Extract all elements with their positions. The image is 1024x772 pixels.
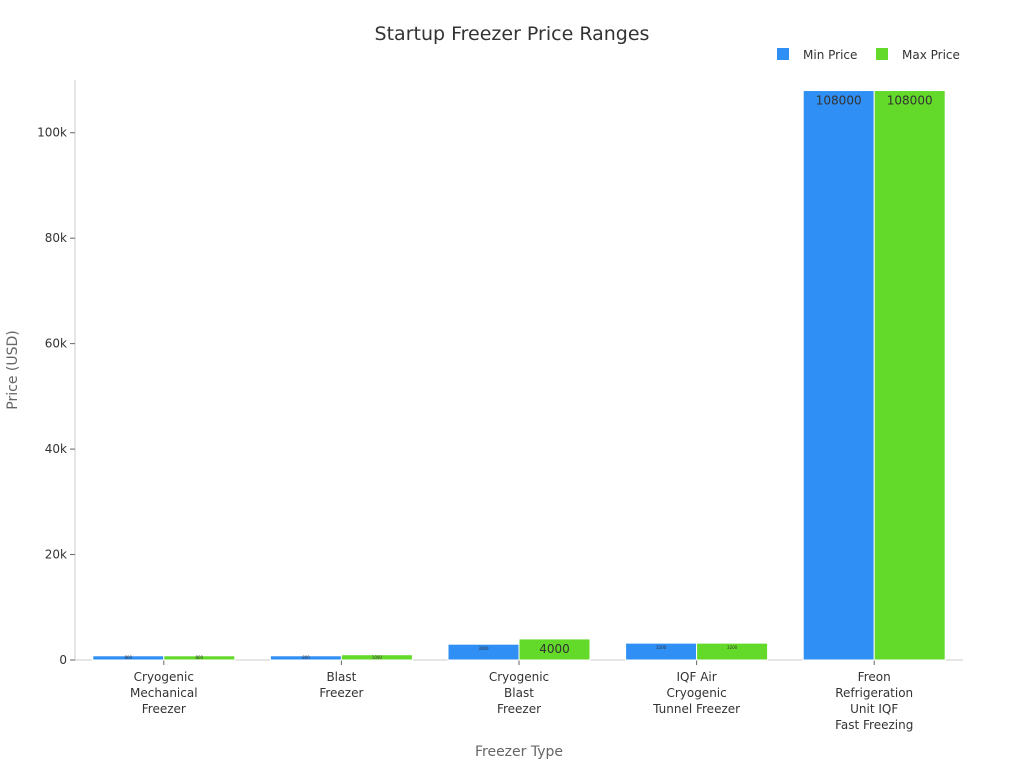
y-tick-label: 40k xyxy=(45,442,67,456)
bar xyxy=(696,642,769,661)
data-label: 1000 xyxy=(372,655,383,660)
x-tick-label: Unit IQF xyxy=(850,702,898,716)
x-tick-label: Cryogenic xyxy=(666,686,726,700)
data-label: 800 xyxy=(302,655,310,660)
x-tick-label: Mechanical xyxy=(130,686,198,700)
data-label: 3200 xyxy=(656,645,667,650)
x-tick-label: Blast xyxy=(326,670,356,684)
y-axis-label: Price (USD) xyxy=(5,330,21,409)
data-label: 3200 xyxy=(727,645,738,650)
legend-label: Max Price xyxy=(902,48,960,62)
x-tick-label: Blast xyxy=(504,686,534,700)
y-tick-label: 20k xyxy=(45,548,67,562)
legend-swatch xyxy=(876,48,888,60)
bar xyxy=(518,638,591,661)
x-tick-label: Cryogenic xyxy=(489,670,549,684)
legend-label: Min Price xyxy=(803,48,857,62)
bar xyxy=(802,90,875,661)
x-tick-label: Freezer xyxy=(319,686,363,700)
data-label: 4000 xyxy=(539,642,570,656)
x-tick-label: Freezer xyxy=(142,702,186,716)
x-axis-label: Freezer Type xyxy=(475,744,563,760)
chart-title: Startup Freezer Price Ranges xyxy=(375,23,650,45)
x-tick-label: Freon xyxy=(858,670,891,684)
x-tick-label: Fast Freezing xyxy=(835,718,913,732)
data-label: 800 xyxy=(195,655,203,660)
data-label: 3000 xyxy=(478,646,489,651)
data-label: 108000 xyxy=(887,94,933,108)
bar xyxy=(873,90,946,661)
x-tick-label: Freezer xyxy=(497,702,541,716)
data-label: 108000 xyxy=(816,94,862,108)
y-tick-label: 80k xyxy=(45,231,67,245)
x-tick-label: Refrigeration xyxy=(835,686,913,700)
y-tick-label: 0 xyxy=(59,653,67,667)
x-tick-label: Cryogenic xyxy=(134,670,194,684)
data-label: 800 xyxy=(124,655,132,660)
y-tick-label: 100k xyxy=(37,126,67,140)
y-tick-label: 60k xyxy=(45,337,67,351)
x-tick-label: Tunnel Freezer xyxy=(652,702,740,716)
x-tick-label: IQF Air xyxy=(677,670,717,684)
bar xyxy=(340,654,413,661)
bar xyxy=(163,655,236,661)
legend-swatch xyxy=(777,48,789,60)
